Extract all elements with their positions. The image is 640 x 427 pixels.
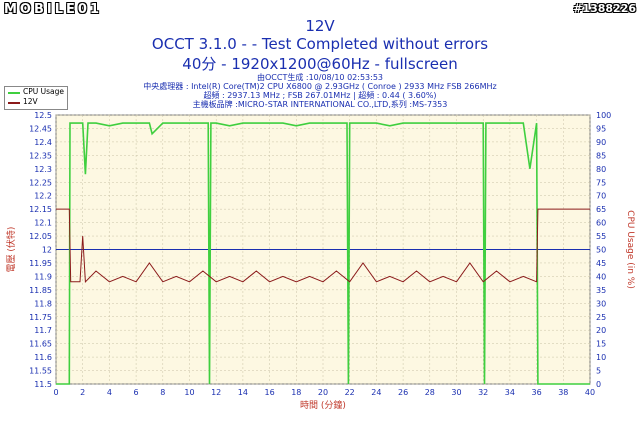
info-motherboard: 主機板品牌 :MICRO-STAR INTERNATIONAL CO.,LTD,… (192, 100, 448, 109)
info-cpu: 中央處理器 : Intel(R) Core(TM)2 CPU X6800 @ 2… (143, 82, 497, 91)
x-tick: 12 (211, 388, 221, 397)
x-tick: 20 (318, 388, 328, 397)
info-overclock: 超頻 : 2937.13 MHz ; FSB 267.01MHz | 超頻 : … (203, 91, 437, 100)
y-tick-left: 12.1 (34, 219, 52, 228)
y-tick-right: 65 (596, 205, 606, 214)
series-line-cpu-usage (56, 122, 590, 385)
y-tick-right: 15 (596, 340, 606, 349)
x-tick: 18 (291, 388, 301, 397)
y-tick-right: 55 (596, 232, 606, 241)
chart-subtitle: OCCT 3.1.0 - - Test Completed without er… (151, 35, 489, 53)
y-tick-right: 85 (596, 151, 606, 160)
x-tick: 16 (265, 388, 275, 397)
y-tick-left: 12.4 (34, 138, 52, 147)
y-tick-left: 11.75 (29, 313, 52, 322)
y-tick-left: 11.8 (34, 299, 52, 308)
y-tick-left: 11.5 (34, 380, 52, 389)
y-tick-left: 12.35 (29, 151, 52, 160)
y-tick-left: 12.15 (29, 205, 52, 214)
y-tick-left: 11.55 (29, 367, 52, 376)
x-tick: 36 (532, 388, 542, 397)
y-tick-right: 25 (596, 313, 606, 322)
y-tick-left: 12.2 (34, 192, 52, 201)
y-tick-left: 11.9 (34, 272, 52, 281)
y-tick-left: 11.95 (29, 259, 52, 268)
y-tick-right: 40 (596, 272, 606, 281)
y-tick-right: 60 (596, 219, 606, 228)
x-tick: 30 (451, 388, 461, 397)
y-tick-right: 30 (596, 299, 606, 308)
x-tick: 2 (80, 388, 85, 397)
x-tick: 40 (585, 388, 595, 397)
y-tick-left: 11.85 (29, 286, 52, 295)
y-axis-label-right: CPU Usage (in %) (625, 210, 635, 289)
y-tick-left: 12 (42, 246, 52, 255)
y-tick-right: 5 (596, 367, 601, 376)
y-tick-right: 20 (596, 326, 606, 335)
legend-swatch-cpu (8, 92, 20, 94)
legend-item-12v: 12V (5, 97, 67, 107)
x-tick: 28 (425, 388, 435, 397)
legend-item-cpu: CPU Usage (5, 87, 67, 97)
y-tick-right: 70 (596, 192, 606, 201)
post-id-watermark: #1388226 (573, 2, 636, 15)
y-axis-label-left: 電壓 (伏特) (5, 227, 17, 273)
x-tick: 8 (160, 388, 165, 397)
chart-settings: 40分 - 1920x1200@60Hz - fullscreen (182, 55, 458, 73)
y-tick-right: 80 (596, 165, 606, 174)
y-tick-left: 12.3 (34, 165, 52, 174)
x-tick: 38 (558, 388, 568, 397)
series-line-12v (56, 208, 590, 283)
x-tick: 4 (107, 388, 112, 397)
y-tick-right: 95 (596, 124, 606, 133)
y-tick-left: 12.05 (29, 232, 52, 241)
chart-title: 12V (305, 17, 335, 35)
y-tick-right: 10 (596, 353, 606, 362)
x-tick: 34 (505, 388, 515, 397)
y-tick-left: 12.5 (34, 111, 52, 120)
y-tick-right: 90 (596, 138, 606, 147)
legend-label-12v: 12V (23, 97, 38, 106)
x-tick: 10 (184, 388, 194, 397)
x-tick: 24 (371, 388, 381, 397)
y-tick-left: 12.45 (29, 124, 52, 133)
y-tick-left: 11.7 (34, 326, 52, 335)
x-tick: 22 (345, 388, 355, 397)
x-tick: 32 (478, 388, 488, 397)
y-tick-right: 35 (596, 286, 606, 295)
x-tick: 14 (238, 388, 248, 397)
legend-label-cpu: CPU Usage (23, 87, 65, 96)
y-tick-right: 45 (596, 259, 606, 268)
y-tick-left: 11.65 (29, 340, 52, 349)
y-tick-right: 50 (596, 246, 606, 255)
x-tick: 6 (134, 388, 139, 397)
y-tick-left: 12.25 (29, 178, 52, 187)
chart-legend: CPU Usage 12V (4, 86, 68, 110)
y-tick-right: 75 (596, 178, 606, 187)
x-tick: 26 (398, 388, 408, 397)
info-generated: 由OCCT生成 :10/08/10 02:53:53 (257, 73, 383, 82)
legend-swatch-12v (8, 102, 20, 104)
y-tick-right: 100 (596, 111, 611, 120)
mobile01-logo: MOBILE01 (4, 2, 102, 17)
x-axis-label: 時間 (分鐘) (300, 399, 346, 411)
x-tick: 0 (53, 388, 58, 397)
y-tick-left: 11.6 (34, 353, 52, 362)
y-tick-right: 0 (596, 380, 601, 389)
